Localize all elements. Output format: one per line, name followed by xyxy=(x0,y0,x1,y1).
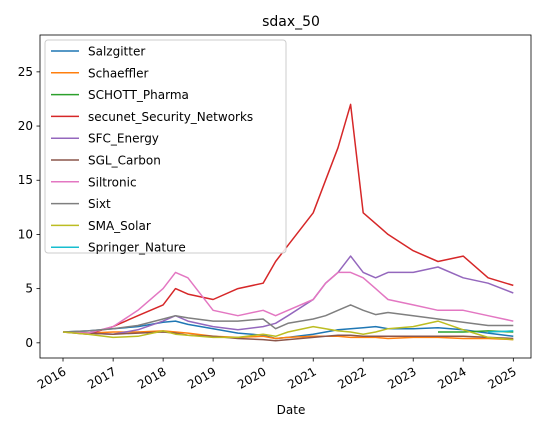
legend-label: Salzgitter xyxy=(88,45,145,59)
legend-label: Siltronic xyxy=(88,175,137,189)
legend: Salzgitter Schaeffler SCHOTT_Pharmasecunet… xyxy=(44,39,287,255)
x-axis-title: Date xyxy=(277,403,306,417)
x-tick-label: 2020 xyxy=(235,364,268,391)
x-tick-label: 2016 xyxy=(35,364,68,391)
series-line-sma-solar xyxy=(62,320,514,341)
legend-label: Schaeffler xyxy=(88,66,149,80)
legend-label: SFC_Energy xyxy=(88,132,159,146)
legend-label: Sixt xyxy=(88,197,111,211)
x-tick-label: 2021 xyxy=(285,364,318,391)
y-tick-label: 20 xyxy=(18,119,33,133)
legend-label: SMA_Solar xyxy=(88,219,151,233)
series-line-sixt xyxy=(62,304,514,333)
series-line-springer-nature xyxy=(488,330,514,333)
legend-box xyxy=(44,39,287,254)
legend-label: Springer_Nature xyxy=(88,241,186,255)
y-tick-label: 15 xyxy=(18,173,33,187)
x-tick-label: 2024 xyxy=(435,364,468,391)
x-tick-label: 2023 xyxy=(385,364,418,391)
legend-label: SCHOTT_Pharma xyxy=(88,88,189,102)
legend-label: secunet_Security_Networks xyxy=(88,110,253,124)
y-tick-label: 5 xyxy=(25,282,33,296)
x-tick-label: 2019 xyxy=(185,364,218,391)
y-tick-label: 0 xyxy=(25,336,33,350)
y-tick-label: 25 xyxy=(18,65,33,79)
chart-title: sdax_50 xyxy=(262,14,320,30)
series-line-sfc-energy xyxy=(62,255,514,335)
y-tick-label: 10 xyxy=(18,227,33,241)
series-lines xyxy=(62,103,514,342)
x-tick-label: 2017 xyxy=(85,364,118,391)
legend-label: SGL_Carbon xyxy=(88,154,161,168)
series-line-siltronic xyxy=(62,271,514,334)
x-tick-label: 2018 xyxy=(135,364,168,391)
x-tick-label: 2022 xyxy=(335,364,368,391)
plot-frame xyxy=(39,34,532,359)
y-axis-ticks: 0 5 10 15 20 25 xyxy=(18,65,40,350)
series-line-secunet-security-networks xyxy=(62,103,514,335)
x-tick-label: 2025 xyxy=(485,364,518,391)
x-axis-ticks: 2016 2017 2018 2019 2020 2021 2022 2023 2024 2025 xyxy=(35,358,519,392)
